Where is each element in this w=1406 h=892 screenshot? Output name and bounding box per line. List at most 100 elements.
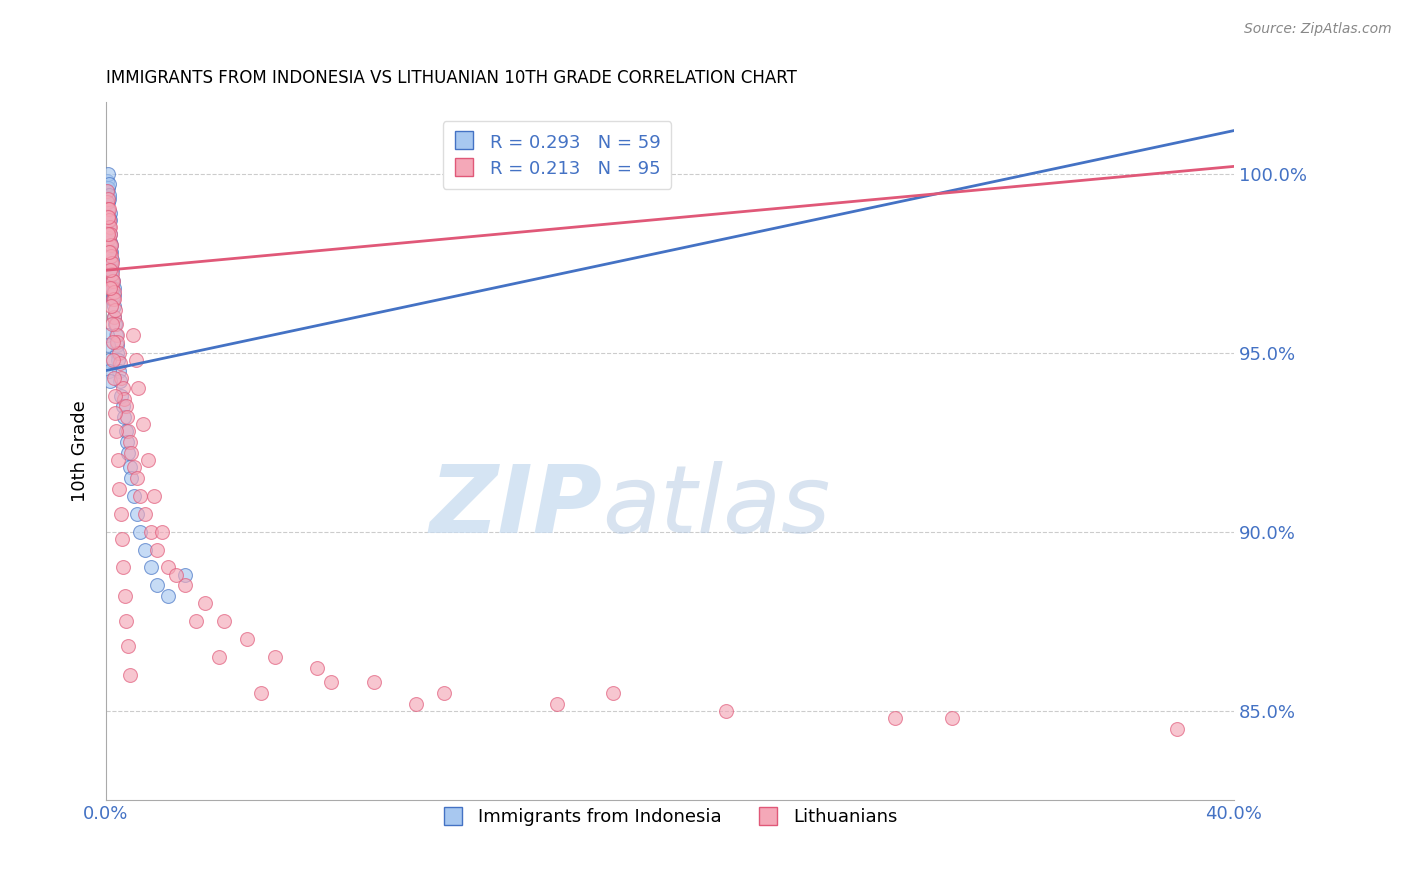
Point [100, 256, 122, 270]
Point [97, 210, 120, 224]
Point [405, 697, 427, 711]
Point [136, 453, 159, 467]
Point [321, 675, 343, 690]
Point [101, 292, 124, 306]
Point [103, 370, 125, 384]
Point [97, 167, 120, 181]
Point [103, 352, 125, 367]
Point [97, 192, 120, 206]
Point [97, 192, 120, 206]
Point [103, 281, 125, 295]
Point [115, 614, 138, 628]
Point [115, 410, 138, 425]
Point [103, 288, 125, 302]
Point [108, 482, 131, 496]
Point [98, 263, 121, 277]
Point [107, 352, 129, 367]
Point [114, 400, 136, 414]
Point [156, 560, 179, 574]
Point [105, 327, 128, 342]
Point [104, 317, 127, 331]
Point [127, 381, 149, 395]
Point [110, 507, 132, 521]
Point [100, 292, 122, 306]
Point [111, 532, 134, 546]
Point [110, 370, 132, 384]
Point [134, 507, 156, 521]
Point [100, 281, 122, 295]
Point [97, 210, 120, 224]
Point [101, 334, 124, 349]
Point [98, 245, 121, 260]
Point [100, 252, 122, 267]
Point [100, 238, 122, 252]
Point [100, 256, 122, 270]
Point [97, 210, 120, 224]
Point [98, 188, 121, 202]
Point [194, 596, 217, 610]
Point [98, 245, 121, 260]
Point [98, 260, 121, 274]
Point [98, 220, 121, 235]
Point [104, 302, 127, 317]
Point [98, 231, 121, 245]
Point [214, 614, 236, 628]
Point [602, 686, 624, 700]
Text: Source: ZipAtlas.com: Source: ZipAtlas.com [1244, 22, 1392, 37]
Text: ZIP: ZIP [429, 461, 602, 553]
Point [433, 686, 456, 700]
Point [103, 285, 125, 299]
Point [114, 589, 136, 603]
Point [118, 435, 141, 450]
Point [97, 220, 120, 235]
Point [97, 178, 120, 192]
Point [96, 185, 118, 199]
Point [107, 453, 129, 467]
Text: atlas: atlas [602, 461, 831, 552]
Point [165, 567, 187, 582]
Point [104, 327, 127, 342]
Point [98, 238, 121, 252]
Point [96, 174, 118, 188]
Point [103, 292, 125, 306]
Point [117, 425, 139, 439]
Point [145, 578, 167, 592]
Point [142, 489, 165, 503]
Point [105, 345, 128, 359]
Point [98, 227, 121, 242]
Point [125, 507, 148, 521]
Point [98, 235, 121, 249]
Point [98, 213, 121, 227]
Point [110, 388, 132, 402]
Point [97, 352, 120, 367]
Point [101, 317, 124, 331]
Point [100, 274, 122, 288]
Point [118, 668, 141, 682]
Point [112, 560, 135, 574]
Point [125, 471, 148, 485]
Point [120, 446, 142, 460]
Point [173, 578, 195, 592]
Point [98, 245, 121, 260]
Point [117, 446, 139, 460]
Point [101, 263, 124, 277]
Point [104, 407, 127, 421]
Point [134, 542, 156, 557]
Point [111, 400, 134, 414]
Point [716, 704, 738, 718]
Point [103, 310, 125, 324]
Point [139, 560, 162, 574]
Point [100, 249, 122, 263]
Point [1166, 722, 1188, 736]
Point [105, 334, 128, 349]
Point [97, 202, 120, 217]
Point [107, 345, 129, 359]
Point [884, 711, 907, 725]
Point [105, 425, 128, 439]
Point [120, 471, 142, 485]
Text: IMMIGRANTS FROM INDONESIA VS LITHUANIAN 10TH GRADE CORRELATION CHART: IMMIGRANTS FROM INDONESIA VS LITHUANIAN … [105, 69, 797, 87]
Point [103, 310, 125, 324]
Point [101, 281, 124, 295]
Point [96, 195, 118, 210]
Point [97, 227, 120, 242]
